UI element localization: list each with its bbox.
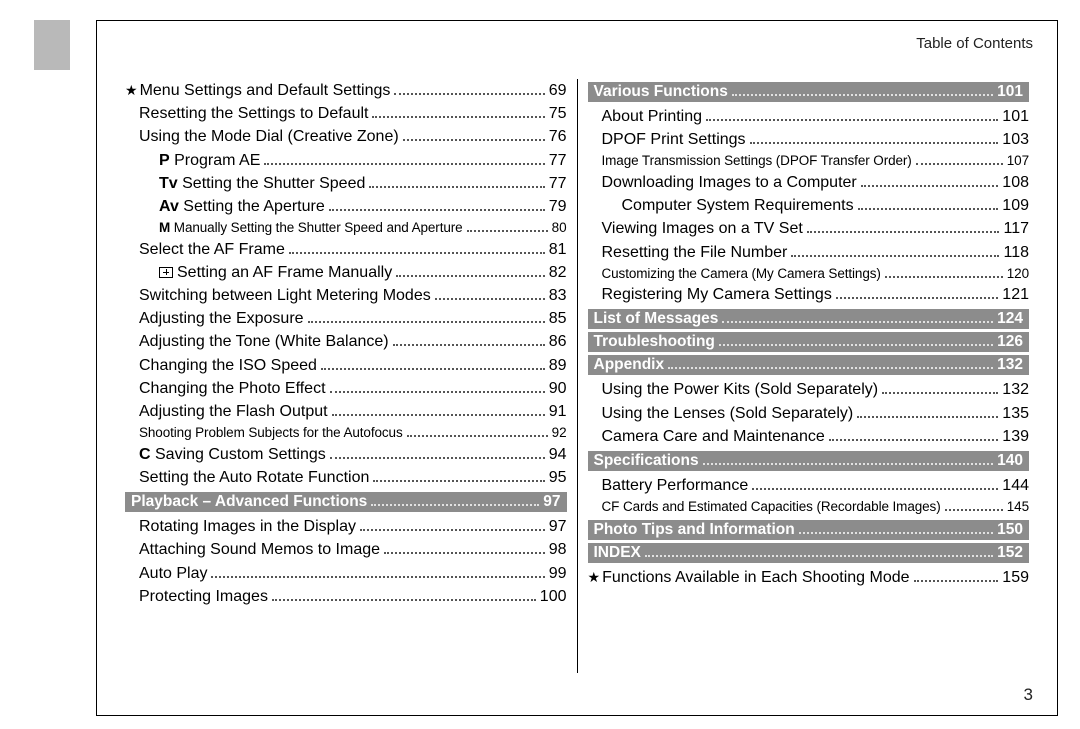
toc-entry: Changing the Photo Effect 90 <box>125 377 567 400</box>
af-frame-icon <box>159 267 173 278</box>
toc-entry: Tv Setting the Shutter Speed 77 <box>125 172 567 195</box>
toc-entry: Rotating Images in the Display 97 <box>125 515 567 538</box>
section-heading: INDEX 152 <box>588 543 1030 563</box>
toc-entry: P Program AE 77 <box>125 149 567 172</box>
toc-entry: C Saving Custom Settings 94 <box>125 443 567 466</box>
section-heading: Various Functions 101 <box>588 82 1030 102</box>
section-heading: Troubleshooting 126 <box>588 332 1030 352</box>
toc-entry: Protecting Images 100 <box>125 585 567 608</box>
toc-entry: Shooting Problem Subjects for the Autofo… <box>125 423 567 443</box>
toc-entry: Using the Mode Dial (Creative Zone) 76 <box>125 125 567 148</box>
toc-entry: Adjusting the Exposure 85 <box>125 307 567 330</box>
toc-entry: Av Setting the Aperture 79 <box>125 195 567 218</box>
toc-entry: Image Transmission Settings (DPOF Transf… <box>588 151 1030 171</box>
toc-entry: Resetting the Settings to Default 75 <box>125 102 567 125</box>
section-heading: Photo Tips and Information 150 <box>588 520 1030 540</box>
toc-entry: Using the Power Kits (Sold Separately) 1… <box>588 378 1030 401</box>
left-column: ★Menu Settings and Default Settings 69Re… <box>115 79 578 673</box>
toc-entry: ★Menu Settings and Default Settings 69 <box>125 79 567 102</box>
toc-entry: Registering My Camera Settings 121 <box>588 283 1030 306</box>
toc-entry: Downloading Images to a Computer 108 <box>588 171 1030 194</box>
toc-entry: Setting an AF Frame Manually 82 <box>125 261 567 284</box>
toc-entry: Adjusting the Tone (White Balance) 86 <box>125 330 567 353</box>
toc-entry: ★Functions Available in Each Shooting Mo… <box>588 566 1030 589</box>
toc-entry: Using the Lenses (Sold Separately) 135 <box>588 402 1030 425</box>
toc-entry: Adjusting the Flash Output 91 <box>125 400 567 423</box>
toc-entry: CF Cards and Estimated Capacities (Recor… <box>588 497 1030 517</box>
toc-entry: Battery Performance 144 <box>588 474 1030 497</box>
page-number: 3 <box>1024 685 1033 705</box>
toc-entry: Switching between Light Metering Modes 8… <box>125 284 567 307</box>
side-tab <box>34 20 70 70</box>
section-heading: Playback – Advanced Functions 97 <box>125 492 567 512</box>
toc-entry: Camera Care and Maintenance 139 <box>588 425 1030 448</box>
page-root: Table of Contents 3 ★Menu Settings and D… <box>0 0 1080 729</box>
toc-entry: Viewing Images on a TV Set 117 <box>588 217 1030 240</box>
columns: ★Menu Settings and Default Settings 69Re… <box>115 79 1039 673</box>
toc-entry: DPOF Print Settings 103 <box>588 128 1030 151</box>
section-heading: Specifications 140 <box>588 451 1030 471</box>
toc-entry: Customizing the Camera (My Camera Settin… <box>588 264 1030 284</box>
right-column: Various Functions 101About Printing 101D… <box>578 79 1040 673</box>
toc-entry: Attaching Sound Memos to Image 98 <box>125 538 567 561</box>
toc-entry: Changing the ISO Speed 89 <box>125 354 567 377</box>
toc-entry: Select the AF Frame 81 <box>125 238 567 261</box>
section-heading: Appendix 132 <box>588 355 1030 375</box>
toc-entry: About Printing 101 <box>588 105 1030 128</box>
page-frame: Table of Contents 3 ★Menu Settings and D… <box>96 20 1058 716</box>
toc-entry: Setting the Auto Rotate Function 95 <box>125 466 567 489</box>
toc-label: Table of Contents <box>916 35 1033 52</box>
section-heading: List of Messages 124 <box>588 309 1030 329</box>
toc-entry: Computer System Requirements 109 <box>588 194 1030 217</box>
toc-entry: Resetting the File Number 118 <box>588 241 1030 264</box>
toc-entry: Auto Play 99 <box>125 562 567 585</box>
toc-entry: M Manually Setting the Shutter Speed and… <box>125 218 567 238</box>
